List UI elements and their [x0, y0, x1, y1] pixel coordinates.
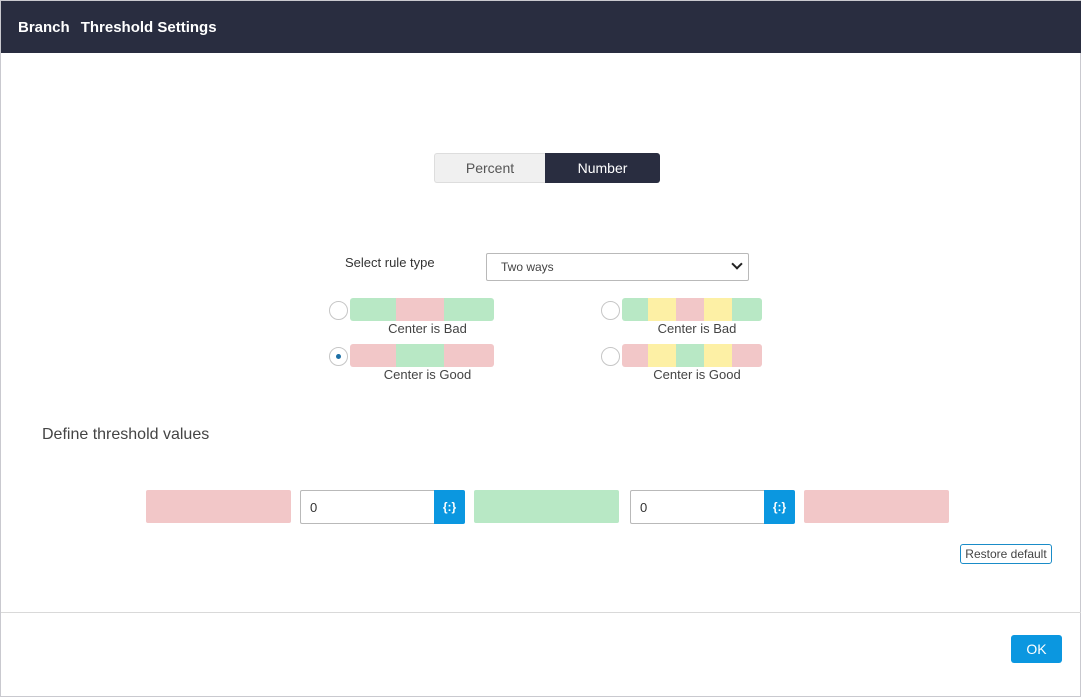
variable-button-1[interactable]: {:} [434, 490, 465, 524]
rule-option-caption-2: Center is Good [383, 367, 472, 382]
variable-button-2[interactable]: {:} [764, 490, 795, 524]
define-threshold-title: Define threshold values [42, 426, 210, 443]
green-zone [676, 344, 704, 367]
green-zone [396, 344, 444, 367]
rule-type-select[interactable]: Two ways [486, 253, 749, 281]
rule-option-bar-3 [622, 298, 762, 321]
mode-toggle: Percent Number [434, 153, 660, 183]
rule-option-caption-1: Center is Bad [388, 321, 467, 336]
rule-type-selected-value: Two ways [501, 260, 554, 274]
header-title-threshold-settings: Threshold Settings [80, 18, 217, 36]
footer-divider [1, 612, 1081, 613]
threshold-zone-low [146, 490, 291, 523]
yellow-zone [704, 344, 732, 367]
green-zone [732, 298, 762, 321]
ok-button[interactable]: OK [1011, 635, 1062, 663]
red-zone [732, 344, 762, 367]
red-zone [676, 298, 704, 321]
percent-mode-button[interactable]: Percent [434, 153, 545, 183]
rule-option-bar-2 [350, 344, 494, 367]
rule-type-label: Select rule type [345, 255, 435, 270]
threshold-zone-middle [474, 490, 619, 523]
rule-option-bar-1 [350, 298, 494, 321]
rule-option-caption-4: Center is Good [653, 367, 741, 382]
green-zone [622, 298, 648, 321]
rule-option-radio-2[interactable] [329, 347, 348, 366]
yellow-zone [648, 298, 676, 321]
red-zone [350, 344, 396, 367]
yellow-zone [648, 344, 676, 367]
restore-default-button[interactable]: Restore default [960, 544, 1052, 564]
threshold-value-input-2[interactable]: 0 [630, 490, 764, 524]
red-zone [622, 344, 648, 367]
red-zone [396, 298, 444, 321]
threshold-zone-high [804, 490, 949, 523]
dialog-header: Branch Threshold Settings [1, 1, 1081, 53]
rule-option-radio-4[interactable] [601, 347, 620, 366]
rule-option-radio-3[interactable] [601, 301, 620, 320]
chevron-down-icon [731, 258, 743, 270]
header-title-branch: Branch [18, 18, 70, 36]
green-zone [350, 298, 396, 321]
yellow-zone [704, 298, 732, 321]
rule-option-bar-4 [622, 344, 762, 367]
number-mode-button[interactable]: Number [545, 153, 660, 183]
threshold-value-input-1[interactable]: 0 [300, 490, 434, 524]
red-zone [444, 344, 494, 367]
rule-option-radio-1[interactable] [329, 301, 348, 320]
green-zone [444, 298, 494, 321]
rule-option-caption-3: Center is Bad [657, 321, 737, 336]
